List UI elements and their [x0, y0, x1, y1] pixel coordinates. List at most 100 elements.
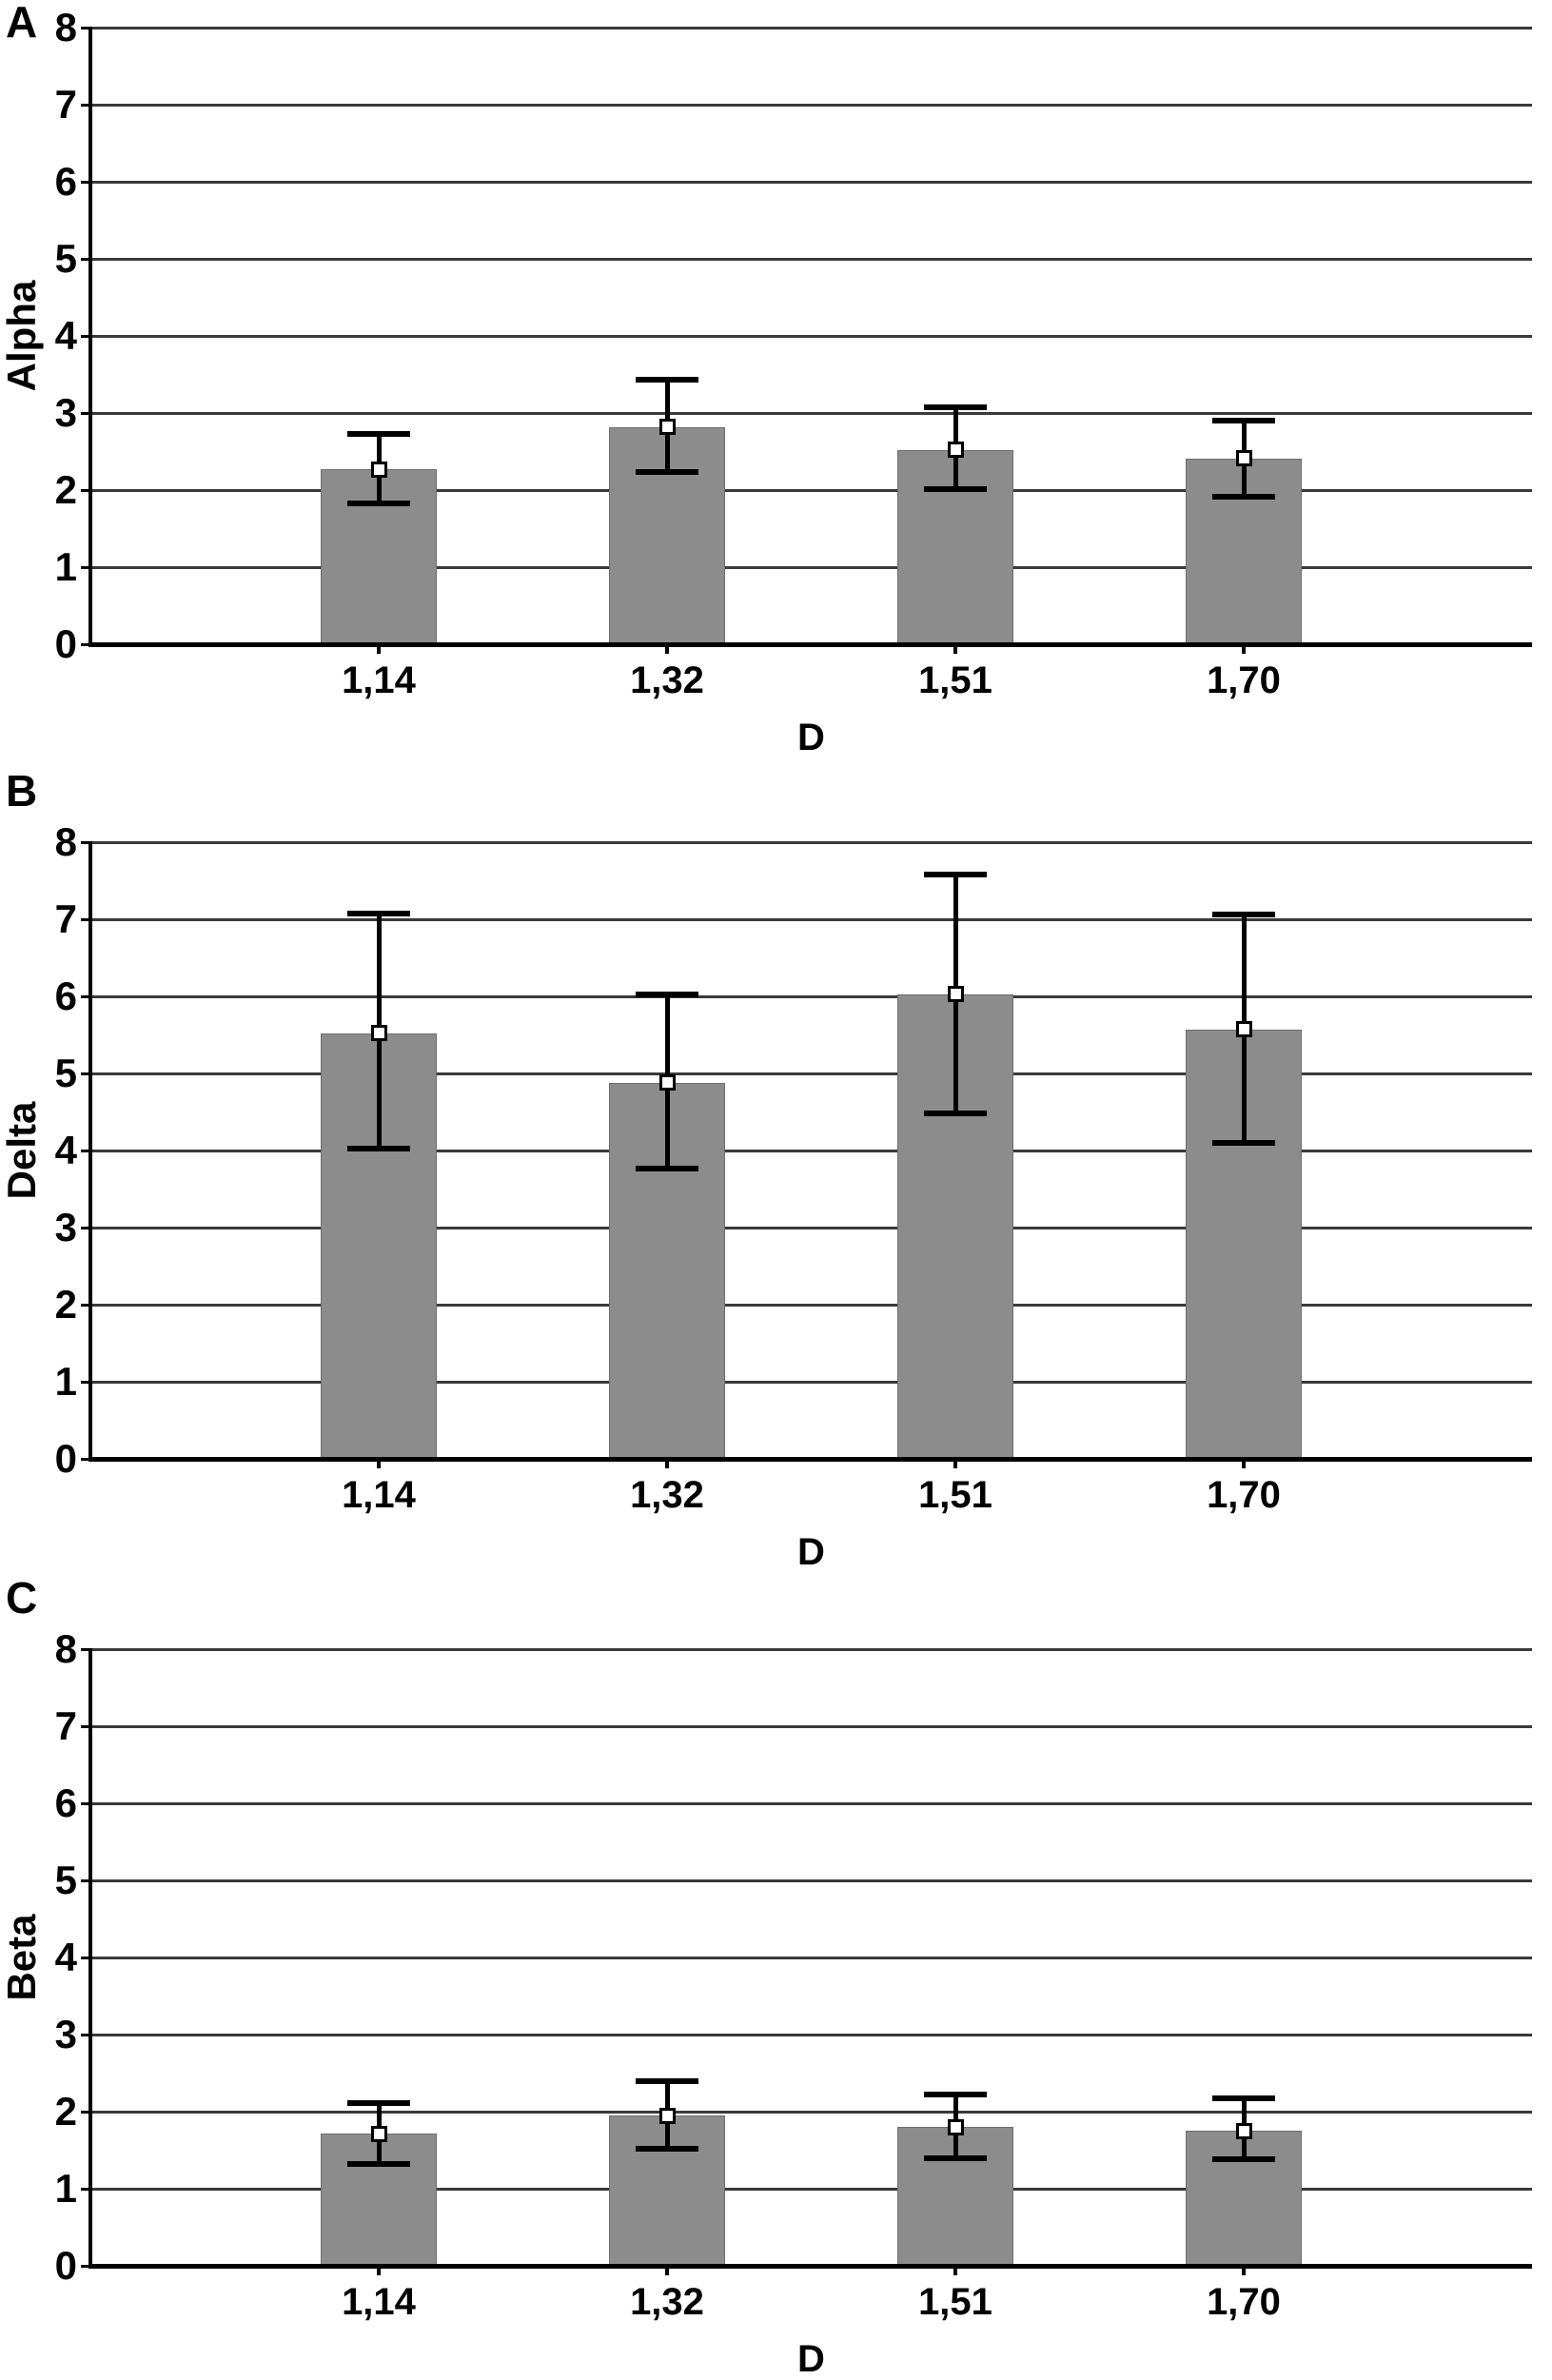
- y-tick-label-4: 4: [54, 1935, 77, 1979]
- y-tick-6: [81, 180, 90, 184]
- panel-letter-C: C: [6, 1573, 38, 1623]
- error-bar-cap-bottom-1,51: [924, 2154, 987, 2161]
- error-bar-cap-top-1,70: [1212, 912, 1275, 918]
- y-tick-label-2: 2: [54, 2089, 77, 2134]
- gridline-3: [90, 2033, 1532, 2036]
- x-axis-title-A: D: [797, 717, 825, 758]
- x-tick-label-1,32: 1,32: [630, 2281, 704, 2323]
- y-tick-label-1: 1: [54, 1359, 77, 1404]
- error-bar-cap-bottom-1,70: [1212, 1139, 1275, 1146]
- gridline-2: [90, 1303, 1532, 1307]
- x-tick-1,32: [665, 644, 669, 654]
- y-tick-1: [81, 2187, 90, 2191]
- y-axis-line: [88, 1647, 92, 2268]
- gridline-1: [90, 2187, 1532, 2191]
- x-tick-label-1,70: 1,70: [1207, 2281, 1281, 2323]
- error-bar-cap-bottom-1,32: [636, 2145, 698, 2152]
- x-tick-1,70: [1242, 2266, 1246, 2275]
- y-tick-4: [81, 1149, 90, 1152]
- y-tick-0: [81, 2264, 90, 2268]
- gridline-1: [90, 565, 1532, 569]
- y-tick-7: [81, 917, 90, 921]
- error-bar-cap-top-1,14: [347, 2100, 410, 2107]
- error-bar-cap-bottom-1,70: [1212, 2156, 1275, 2163]
- mean-marker-1,32: [658, 2107, 676, 2124]
- gridline-5: [90, 1878, 1532, 1882]
- error-bar-cap-top-1,51: [924, 2092, 987, 2098]
- y-tick-label-3: 3: [54, 390, 77, 435]
- error-bar-cap-bottom-1,70: [1212, 494, 1275, 501]
- y-tick-label-7: 7: [54, 82, 77, 127]
- mean-marker-1,32: [658, 419, 676, 436]
- x-tick-1,70: [1242, 644, 1246, 654]
- y-tick-label-3: 3: [54, 2012, 77, 2056]
- y-tick-7: [81, 103, 90, 107]
- y-tick-label-8: 8: [54, 5, 77, 49]
- y-tick-label-4: 4: [54, 313, 77, 358]
- y-tick-7: [81, 1724, 90, 1728]
- y-tick-1: [81, 1380, 90, 1384]
- error-bar-cap-top-1,51: [924, 403, 987, 410]
- y-tick-2: [81, 488, 90, 492]
- y-tick-label-8: 8: [54, 819, 77, 864]
- y-tick-4: [81, 334, 90, 338]
- mean-marker-1,14: [370, 461, 387, 478]
- gridline-1: [90, 1380, 1532, 1384]
- mean-marker-1,70: [1235, 2122, 1252, 2139]
- y-tick-label-6: 6: [54, 159, 77, 204]
- gridline-3: [90, 1226, 1532, 1229]
- y-tick-label-6: 6: [54, 1780, 77, 1825]
- gridline-6: [90, 994, 1532, 998]
- x-tick-1,51: [953, 1459, 957, 1468]
- y-tick-label-5: 5: [54, 1858, 77, 1902]
- y-tick-label-0: 0: [54, 621, 77, 666]
- error-bar-cap-bottom-1,14: [347, 500, 410, 506]
- y-tick-5: [81, 1072, 90, 1075]
- error-bar-cap-top-1,32: [636, 377, 698, 384]
- y-tick-label-8: 8: [54, 1626, 77, 1671]
- y-tick-label-5: 5: [54, 1051, 77, 1095]
- y-tick-8: [81, 840, 90, 844]
- x-tick-1,32: [665, 2266, 669, 2275]
- y-tick-label-1: 1: [54, 544, 77, 589]
- gridline-2: [90, 2110, 1532, 2114]
- y-tick-6: [81, 1801, 90, 1805]
- y-tick-3: [81, 1226, 90, 1229]
- gridline-7: [90, 1724, 1532, 1728]
- y-tick-4: [81, 1956, 90, 1959]
- gridline-8: [90, 1647, 1532, 1651]
- x-tick-label-1,70: 1,70: [1207, 1474, 1281, 1516]
- y-tick-3: [81, 2033, 90, 2036]
- x-axis-line: [88, 1456, 1532, 1462]
- gridline-8: [90, 840, 1532, 844]
- gridline-4: [90, 1149, 1532, 1152]
- x-tick-1,51: [953, 2266, 957, 2275]
- x-tick-label-1,14: 1,14: [342, 2281, 416, 2323]
- x-tick-1,32: [665, 1459, 669, 1468]
- y-tick-5: [81, 257, 90, 261]
- mean-marker-1,51: [947, 986, 964, 1003]
- mean-marker-1,70: [1235, 1021, 1252, 1038]
- y-tick-2: [81, 2110, 90, 2114]
- x-axis-title-B: D: [797, 1531, 825, 1573]
- y-tick-5: [81, 1878, 90, 1882]
- y-tick-0: [81, 642, 90, 646]
- y-tick-label-5: 5: [54, 236, 77, 281]
- x-tick-label-1,14: 1,14: [342, 1474, 416, 1516]
- panel-letter-A: A: [6, 0, 38, 47]
- error-bar-cap-bottom-1,51: [924, 1111, 987, 1117]
- x-tick-label-1,70: 1,70: [1207, 659, 1281, 701]
- error-bar-cap-top-1,70: [1212, 2095, 1275, 2102]
- x-tick-label-1,51: 1,51: [918, 1474, 992, 1516]
- gridline-6: [90, 180, 1532, 184]
- gridline-7: [90, 917, 1532, 921]
- x-tick-1,51: [953, 644, 957, 654]
- error-bar-cap-top-1,32: [636, 992, 698, 998]
- x-tick-label-1,14: 1,14: [342, 659, 416, 701]
- y-tick-label-7: 7: [54, 1703, 77, 1748]
- mean-marker-1,51: [947, 442, 964, 459]
- error-bar-cap-bottom-1,14: [347, 1145, 410, 1151]
- panel-letter-B: B: [6, 766, 38, 816]
- y-tick-6: [81, 994, 90, 998]
- mean-marker-1,51: [947, 2118, 964, 2135]
